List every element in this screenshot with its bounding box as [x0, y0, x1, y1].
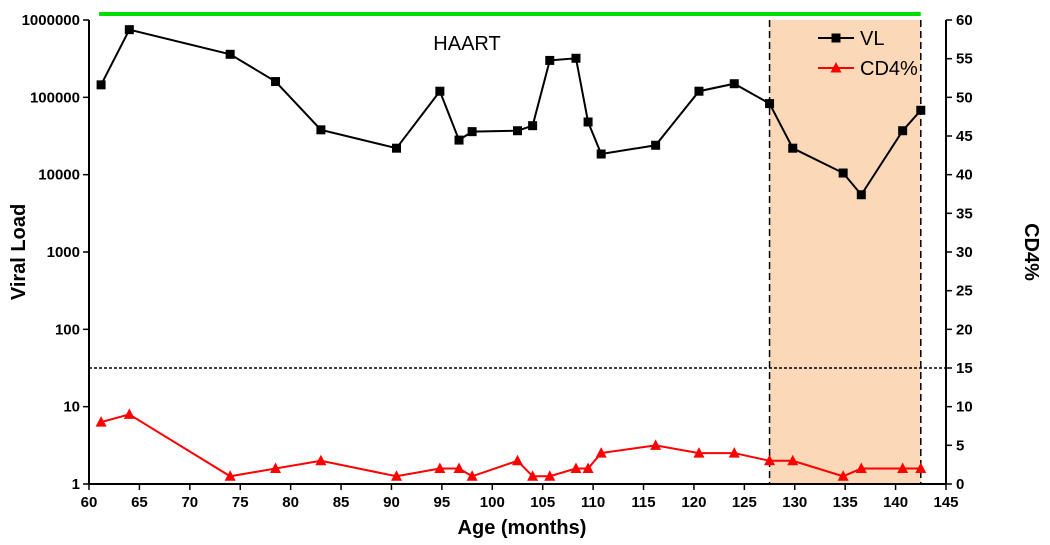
legend-marker-square [831, 33, 841, 43]
vl-data-point [96, 80, 106, 90]
y-left-tick-label: 10 [63, 399, 80, 416]
cd4-data-point [434, 462, 446, 474]
vl-data-point [838, 168, 848, 178]
cd4-data-point [315, 454, 327, 466]
cd4-data-point [570, 462, 582, 474]
vl-data-point [694, 86, 704, 96]
series-line-cd4 [100, 413, 921, 478]
vl-data-point [528, 121, 538, 131]
series-line-vl [100, 28, 922, 197]
shaded-region [769, 20, 921, 484]
vl-data-point [435, 86, 445, 96]
vl-data-point [467, 127, 477, 137]
y-right-tick-label: 40 [956, 167, 973, 184]
x-tick-label: 60 [81, 494, 98, 511]
y-right-tick-label: 25 [956, 283, 973, 300]
legend-label: CD4% [860, 58, 918, 80]
cd4-data-point [897, 462, 909, 474]
y-left-tick-label: 10000 [38, 167, 80, 184]
legend-marker-triangle [830, 62, 842, 73]
y-left-tick-label: 100 [55, 321, 80, 338]
x-tick-label: 145 [933, 494, 958, 511]
x-tick-label: 95 [434, 494, 451, 511]
cd4-data-point [595, 447, 607, 458]
x-tick-label: 90 [383, 494, 400, 511]
vl-data-point [651, 140, 661, 150]
cd4-data-point [123, 408, 135, 419]
vl-data-point [856, 190, 866, 200]
vl-data-point [545, 55, 555, 65]
y-right-tick-label: 0 [956, 476, 964, 493]
y-left-tick-label: 1000000 [22, 12, 80, 29]
x-tick-label: 105 [530, 494, 555, 511]
x-tick-label: 140 [883, 494, 908, 511]
vl-data-point [898, 126, 908, 136]
haart-annotation: HAART [433, 33, 500, 55]
y-right-tick-label: 60 [956, 12, 973, 29]
vl-data-point [316, 125, 326, 135]
x-tick-label: 85 [333, 494, 350, 511]
cd4-data-point [650, 439, 662, 450]
vl-data-point [596, 149, 606, 159]
x-tick-label: 100 [480, 494, 505, 511]
cd4-data-point [95, 416, 107, 427]
y-right-tick-label: 50 [956, 89, 973, 106]
x-axis-title: Age (months) [458, 517, 587, 539]
vl-data-point [765, 99, 775, 109]
x-tick-label: 70 [181, 494, 198, 511]
cd4-data-point [787, 454, 799, 466]
vl-data-point [788, 143, 798, 153]
cd4-data-point [270, 462, 282, 474]
vl-data-point [271, 77, 281, 87]
cd4-data-point [224, 470, 236, 481]
cd4-data-point [764, 454, 776, 466]
x-tick-label: 130 [782, 494, 807, 511]
vl-data-point [225, 49, 235, 59]
legend-label: VL [860, 28, 884, 50]
cd4-data-point [728, 447, 740, 458]
vl-data-point [571, 53, 581, 63]
cd4-data-point [837, 470, 849, 481]
vl-data-point [513, 126, 522, 136]
y-right-tick-label: 5 [956, 437, 964, 454]
x-tick-label: 75 [232, 494, 249, 511]
cd4-data-point [693, 447, 705, 458]
x-tick-label: 65 [131, 494, 148, 511]
y-axis-left-title: Viral Load [8, 204, 30, 300]
cd4-data-point [512, 454, 523, 466]
cd4-data-point [466, 470, 478, 481]
y-right-tick-label: 15 [956, 360, 973, 377]
y-right-tick-label: 10 [956, 399, 973, 416]
vl-data-point [583, 117, 593, 127]
vl-data-point [392, 143, 402, 153]
x-tick-label: 125 [732, 494, 757, 511]
cd4-data-point [582, 462, 594, 474]
vl-data-point [916, 105, 926, 115]
y-right-tick-label: 20 [956, 321, 973, 338]
cd4-data-point [855, 462, 867, 474]
vl-data-point [454, 135, 464, 145]
cd4-data-point [391, 470, 403, 481]
x-tick-label: 110 [581, 494, 605, 511]
x-tick-label: 135 [833, 494, 858, 511]
y-right-tick-label: 55 [956, 51, 973, 68]
y-axis-right-title: CD4% [1020, 223, 1042, 281]
x-tick-label: 80 [282, 494, 299, 511]
x-tick-label: 115 [631, 494, 655, 511]
cd4-data-point [527, 470, 539, 481]
cd4-data-point [915, 462, 927, 474]
x-tick-label: 120 [681, 494, 706, 511]
y-right-tick-label: 45 [956, 128, 973, 145]
y-right-tick-label: 30 [956, 244, 973, 261]
y-left-tick-label: 100000 [30, 89, 80, 106]
vl-data-point [729, 79, 739, 89]
y-right-tick-label: 35 [956, 205, 973, 222]
cd4-data-point [453, 462, 465, 474]
y-left-tick-label: 1 [72, 476, 80, 493]
y-left-tick-label: 1000 [47, 244, 80, 261]
vl-data-point [124, 25, 134, 35]
cd4-data-point [544, 470, 556, 481]
